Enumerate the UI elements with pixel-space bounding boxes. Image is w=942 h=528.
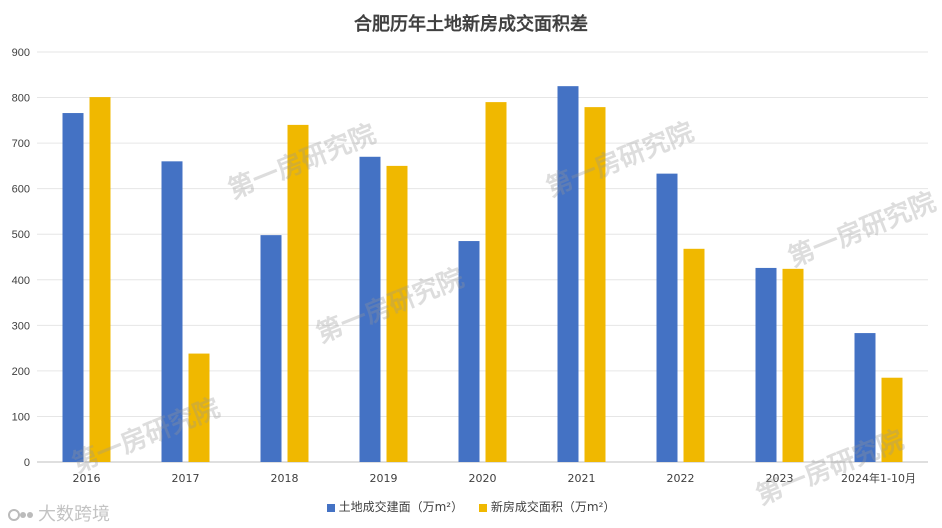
chart-title: 合肥历年土地新房成交面积差 [354,14,588,35]
bar-newhouse [188,353,210,462]
y-tick-label: 100 [12,411,30,423]
legend-item-newhouse: 新房成交面积（万m²） [478,498,616,515]
brand-mark: 大数跨境 [8,500,110,526]
x-tick-label: 2019 [370,472,398,485]
bar-newhouse [485,102,507,462]
legend-label-newhouse: 新房成交面积（万m²） [490,500,616,514]
x-tick-label: 2023 [766,472,794,485]
bar-land [359,156,381,462]
bar-land [854,333,876,462]
bar-newhouse [89,97,111,462]
y-tick-label: 800 [12,93,30,105]
x-tick-label: 2016 [73,472,101,485]
x-tick-label: 2024年1-10月 [841,471,916,485]
bar-newhouse [881,377,903,462]
y-tick-label: 0 [24,457,30,469]
legend-swatch-newhouse [478,503,487,512]
bar-land [260,235,282,462]
y-tick-label: 600 [12,184,30,196]
bar-newhouse [782,268,804,462]
y-tick-label: 300 [12,320,30,332]
legend-item-land: 土地成交建面（万m²） [326,498,464,515]
bar-newhouse [584,107,606,462]
y-axis: 0 100 200 300 400 500 600 700 800 900 [12,47,30,469]
x-tick-label: 2022 [667,472,695,485]
bar-land [458,241,480,462]
y-tick-label: 500 [12,229,30,241]
bars [62,86,903,463]
legend-swatch-land [326,503,335,512]
bar-newhouse [287,124,309,462]
gridlines [37,51,928,463]
x-tick-label: 2017 [172,472,200,485]
x-axis: 2016 2017 2018 2019 2020 2021 2022 2023 2024年1-1… [73,471,916,485]
y-tick-label: 400 [12,275,30,287]
bar-newhouse [386,165,408,462]
x-tick-label: 2018 [271,472,299,485]
y-tick-label: 700 [12,138,30,150]
bar-land [755,267,777,462]
x-tick-label: 2021 [568,472,596,485]
bar-land [656,173,678,462]
y-tick-label: 900 [12,47,30,59]
legend: 土地成交建面（万m²） 新房成交面积（万m²） [0,498,942,515]
bar-newhouse [683,248,705,462]
brand-text: 大数跨境 [38,504,110,525]
legend-label-land: 土地成交建面（万m²） [338,500,464,514]
x-tick-label: 2020 [469,472,497,485]
y-tick-label: 200 [12,366,30,378]
bar-land [557,86,579,463]
bar-land [161,161,183,463]
brand-logo-icon [8,509,33,521]
bar-land [62,113,84,463]
